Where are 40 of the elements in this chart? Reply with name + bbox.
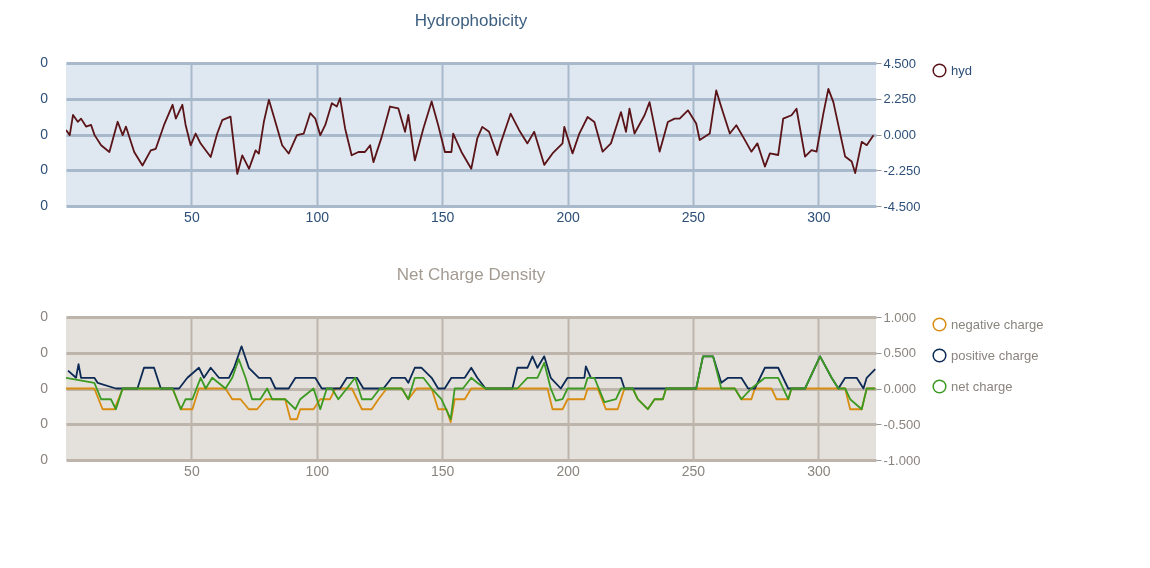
line-series [66, 355, 876, 421]
y2-tick-label: 2.250 [883, 91, 917, 107]
line-series [66, 88, 875, 175]
text: 0 [40, 308, 49, 324]
y2-tick-label: -0.500 [883, 416, 921, 432]
text: 0 [40, 125, 49, 142]
legend-label: net charge [951, 378, 1013, 394]
x-tick-label: 100 [305, 208, 330, 225]
y2-tick-label: 4.500 [883, 55, 917, 71]
y2-tick-label: 1.000 [883, 309, 917, 325]
y2-tick-label: -2.250 [883, 162, 921, 178]
text: 0 [40, 343, 49, 360]
x-tick-label: 250 [681, 208, 706, 225]
text: 0 [40, 197, 49, 213]
y2-tick-label: 0.000 [883, 381, 917, 396]
y2-tick-label: 0.000 [883, 127, 917, 142]
legend-label: positive charge [951, 347, 1039, 363]
x-tick-label: 300 [807, 462, 831, 479]
legend-label: hyd [951, 62, 972, 78]
text: 0 [40, 415, 49, 432]
chart-title: Net Charge Density [396, 265, 546, 284]
x-tick-label: 300 [807, 208, 831, 225]
text: 0 [40, 451, 49, 467]
x-tick-label: 50 [184, 462, 200, 479]
x-tick-label: 200 [556, 462, 580, 479]
x-tick-label: 150 [430, 462, 455, 479]
x-tick-label: 50 [184, 208, 200, 225]
y2-tick-label: -1.000 [883, 452, 921, 468]
y2-tick-label: 0.500 [883, 345, 917, 361]
text: 0 [40, 54, 49, 70]
x-tick-label: 200 [556, 208, 580, 225]
x-tick-label: 250 [681, 462, 706, 479]
chart-title: Hydrophobicity [414, 11, 528, 30]
text: 0 [40, 89, 49, 106]
y2-tick-label: -4.500 [883, 198, 921, 214]
text: 0 [40, 379, 49, 396]
legend-label: negative charge [951, 316, 1044, 332]
text: 0 [40, 161, 49, 178]
x-tick-label: 100 [305, 462, 330, 479]
x-tick-label: 150 [430, 208, 455, 225]
